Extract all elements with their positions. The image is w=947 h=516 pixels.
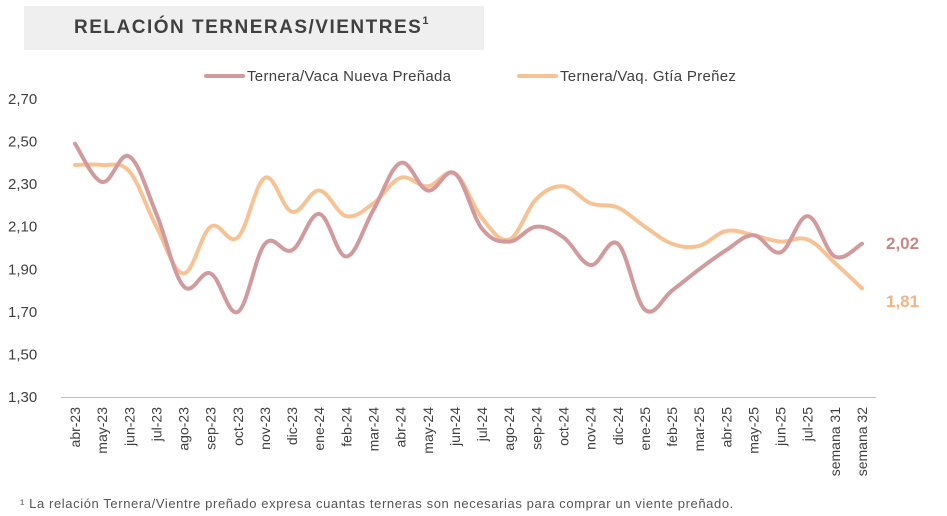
end-labels: 2,02 1,81: [886, 234, 919, 311]
x-tick-label: jun-23: [121, 407, 137, 447]
chart-title-box: RELACIÓN TERNERAS/VIENTRES1: [24, 6, 484, 50]
x-tick-label: dic-24: [610, 407, 626, 445]
x-tick-label: abr-24: [393, 407, 409, 448]
x-tick-label: jul-24: [474, 407, 490, 442]
series-line-2: [73, 162, 864, 291]
x-tick-label: feb-25: [664, 407, 680, 447]
footnote-marker: ¹: [20, 496, 25, 511]
y-tick-label: 1,90: [8, 261, 37, 278]
x-tick-label: jul-25: [800, 407, 816, 442]
y-tick-label: 1,30: [8, 389, 37, 406]
x-tick-label: oct-23: [230, 407, 246, 446]
x-tick-label: nov-23: [257, 407, 273, 450]
x-tick-label: ene-25: [637, 407, 653, 451]
chart-title: RELACIÓN TERNERAS/VIENTRES1: [74, 15, 429, 39]
x-tick-label: sep-24: [528, 407, 544, 450]
x-tick-label: jul-23: [148, 407, 164, 442]
series-lines: [73, 141, 864, 314]
x-tick-label: ago-24: [501, 407, 517, 451]
x-tick-label: abr-25: [718, 407, 734, 448]
end-value-label-1: 2,02: [886, 234, 919, 253]
x-tick-label: feb-24: [338, 407, 354, 447]
x-tick-label: jun-25: [773, 407, 789, 447]
x-tick-label: may-23: [94, 407, 110, 454]
footnote: ¹ La relación Ternera/Vientre preñado ex…: [20, 496, 734, 511]
x-tick-label: semana 31: [827, 407, 843, 476]
y-tick-label: 2,10: [8, 219, 37, 236]
x-tick-label: sep-23: [203, 407, 219, 450]
x-tick-label: semana 32: [854, 407, 870, 476]
x-tick-label: ago-23: [176, 407, 192, 451]
y-tick-label: 1,50: [8, 346, 37, 363]
legend-label-1: Ternera/Vaca Nueva Preñada: [247, 68, 452, 85]
y-axis: 1,30 1,50 1,70 1,90 2,10 2,30 2,50 2,70: [8, 91, 37, 406]
x-tick-label: oct-24: [555, 407, 571, 446]
x-tick-label: abr-23: [67, 407, 83, 448]
title-footnote-marker: 1: [422, 15, 429, 27]
series-line-1: [73, 141, 864, 314]
x-tick-label: may-24: [420, 407, 436, 454]
x-tick-label: dic-23: [284, 407, 300, 445]
legend: Ternera/Vaca Nueva Preñada Ternera/Vaq. G…: [204, 68, 736, 85]
x-tick-label: ene-24: [311, 407, 327, 451]
y-tick-label: 2,30: [8, 176, 37, 193]
y-tick-label: 1,70: [8, 304, 37, 321]
line-chart: 1,30 1,50 1,70 1,90 2,10 2,30 2,50 2,70 abr-23 m…: [8, 68, 919, 476]
y-tick-label: 2,50: [8, 134, 37, 151]
end-value-label-2: 1,81: [886, 292, 919, 311]
x-axis: abr-23 may-23 jun-23 jul-23 ago-23 sep-23 oct-…: [61, 397, 876, 476]
footnote-text: La relación Ternera/Vientre preñado expr…: [29, 496, 734, 511]
x-tick-label: mar-25: [691, 407, 707, 452]
x-tick-label: may-25: [745, 407, 761, 454]
x-tick-label: mar-24: [366, 407, 382, 452]
chart-title-text: RELACIÓN TERNERAS/VIENTRES: [74, 17, 423, 38]
legend-label-2: Ternera/Vaq. Gtía Preñez: [560, 68, 736, 85]
y-tick-label: 2,70: [8, 91, 37, 108]
x-tick-label: nov-24: [583, 407, 599, 450]
x-tick-label: jun-24: [447, 407, 463, 447]
